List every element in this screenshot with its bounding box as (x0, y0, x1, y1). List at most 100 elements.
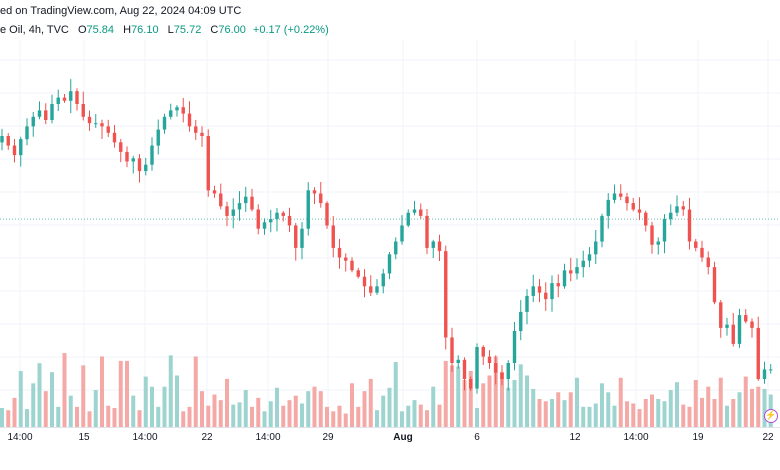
candle-body (381, 273, 385, 287)
volume-bar (681, 404, 686, 427)
candle-body (169, 110, 173, 117)
candle-body (137, 158, 142, 172)
candle-body (244, 196, 248, 204)
volume-bar (693, 379, 698, 427)
candle-body (231, 209, 235, 216)
candle-body (569, 270, 573, 274)
candle-body (37, 110, 42, 117)
x-tick-label: 14:00 (623, 432, 649, 443)
volume-bar (343, 413, 348, 427)
volume-bar (556, 392, 561, 427)
volume-bar (181, 411, 186, 427)
candle-body (406, 212, 410, 226)
volume-bar (475, 407, 479, 427)
volume-bar (656, 399, 661, 427)
candle-body (456, 359, 460, 363)
candle-body (575, 267, 579, 274)
candle-body (319, 193, 323, 204)
volume-bar (275, 387, 279, 427)
open-value: 75.84 (86, 24, 115, 36)
candle-body (431, 241, 435, 248)
candle-body (450, 337, 454, 363)
lightning-icon[interactable]: ⚡ (764, 409, 778, 423)
candle-body (225, 206, 229, 216)
volume-bar (331, 411, 336, 427)
candle-body (675, 206, 679, 213)
candle-body (281, 212, 285, 216)
candle-body (719, 302, 723, 328)
volume-bar (581, 406, 586, 427)
candle-body (275, 212, 279, 220)
volume-bar (350, 383, 354, 427)
volume-bar (175, 375, 179, 427)
candle-body (100, 123, 104, 127)
volume-bar (762, 388, 767, 427)
volume-bar (337, 405, 342, 427)
volume-bar (75, 406, 79, 427)
volume-bar (262, 411, 267, 427)
volume-bar (481, 383, 486, 427)
volume-bar (143, 376, 148, 427)
volume-bar (450, 365, 454, 427)
candle-body (650, 225, 654, 245)
candle-body (12, 145, 17, 156)
volume-bar (618, 377, 623, 427)
close-value: 76.00 (218, 24, 246, 36)
candle-body (119, 142, 123, 152)
candle-body (356, 270, 360, 277)
volume-bar (43, 391, 48, 427)
candle-body (106, 126, 110, 133)
volume-bar (412, 400, 417, 427)
candle-body (237, 203, 242, 210)
volume-bar (718, 377, 723, 427)
volume-bar (568, 392, 573, 427)
candle-body (50, 104, 54, 120)
volume-bar (750, 388, 754, 427)
candle-body (656, 241, 660, 245)
volume-bar (625, 401, 629, 427)
volume-bar (531, 388, 536, 427)
candle-body (644, 212, 648, 226)
x-tick-label: Aug (393, 432, 413, 443)
candle-body (250, 196, 254, 210)
volume-bar (612, 405, 617, 427)
volume-bar (62, 353, 67, 427)
candle-body (287, 215, 292, 226)
x-tick-label: 6 (474, 432, 480, 443)
volume-bar (300, 403, 304, 427)
candle-body (62, 97, 67, 101)
candle-body (731, 324, 735, 344)
candle-body (344, 257, 348, 261)
volume-bar (512, 379, 517, 427)
volume-bar (562, 400, 567, 427)
candle-body (75, 91, 79, 104)
candle-body (44, 110, 48, 120)
volume-bar (187, 406, 192, 427)
candle-body (481, 347, 485, 357)
volume-bar (56, 406, 61, 427)
x-tick-label: 29 (322, 432, 334, 443)
volume-bar (468, 371, 473, 427)
volume-bar (162, 386, 167, 427)
published-note: ed on TradingView.com, Aug 22, 2024 04:0… (0, 5, 242, 17)
x-axis-line (0, 427, 780, 428)
volume-bar (587, 406, 592, 427)
volume-bar (456, 366, 461, 427)
symbol-label: e Oil, 4h, TVC (0, 24, 69, 36)
volume-bar (743, 376, 748, 427)
volume-bar (306, 391, 311, 427)
volume-bar (150, 386, 154, 427)
candle-body (306, 190, 310, 229)
volume-bar (206, 405, 211, 427)
volume-bar (725, 405, 729, 427)
candle-body (606, 199, 610, 216)
candle-body (387, 254, 392, 274)
candle-body (331, 225, 335, 248)
candle-body (694, 241, 698, 248)
candle-body (19, 139, 23, 156)
volume-bar (256, 397, 261, 427)
high-value: 76.10 (131, 24, 159, 36)
candle-body (419, 209, 423, 216)
volume-bar (137, 410, 142, 427)
